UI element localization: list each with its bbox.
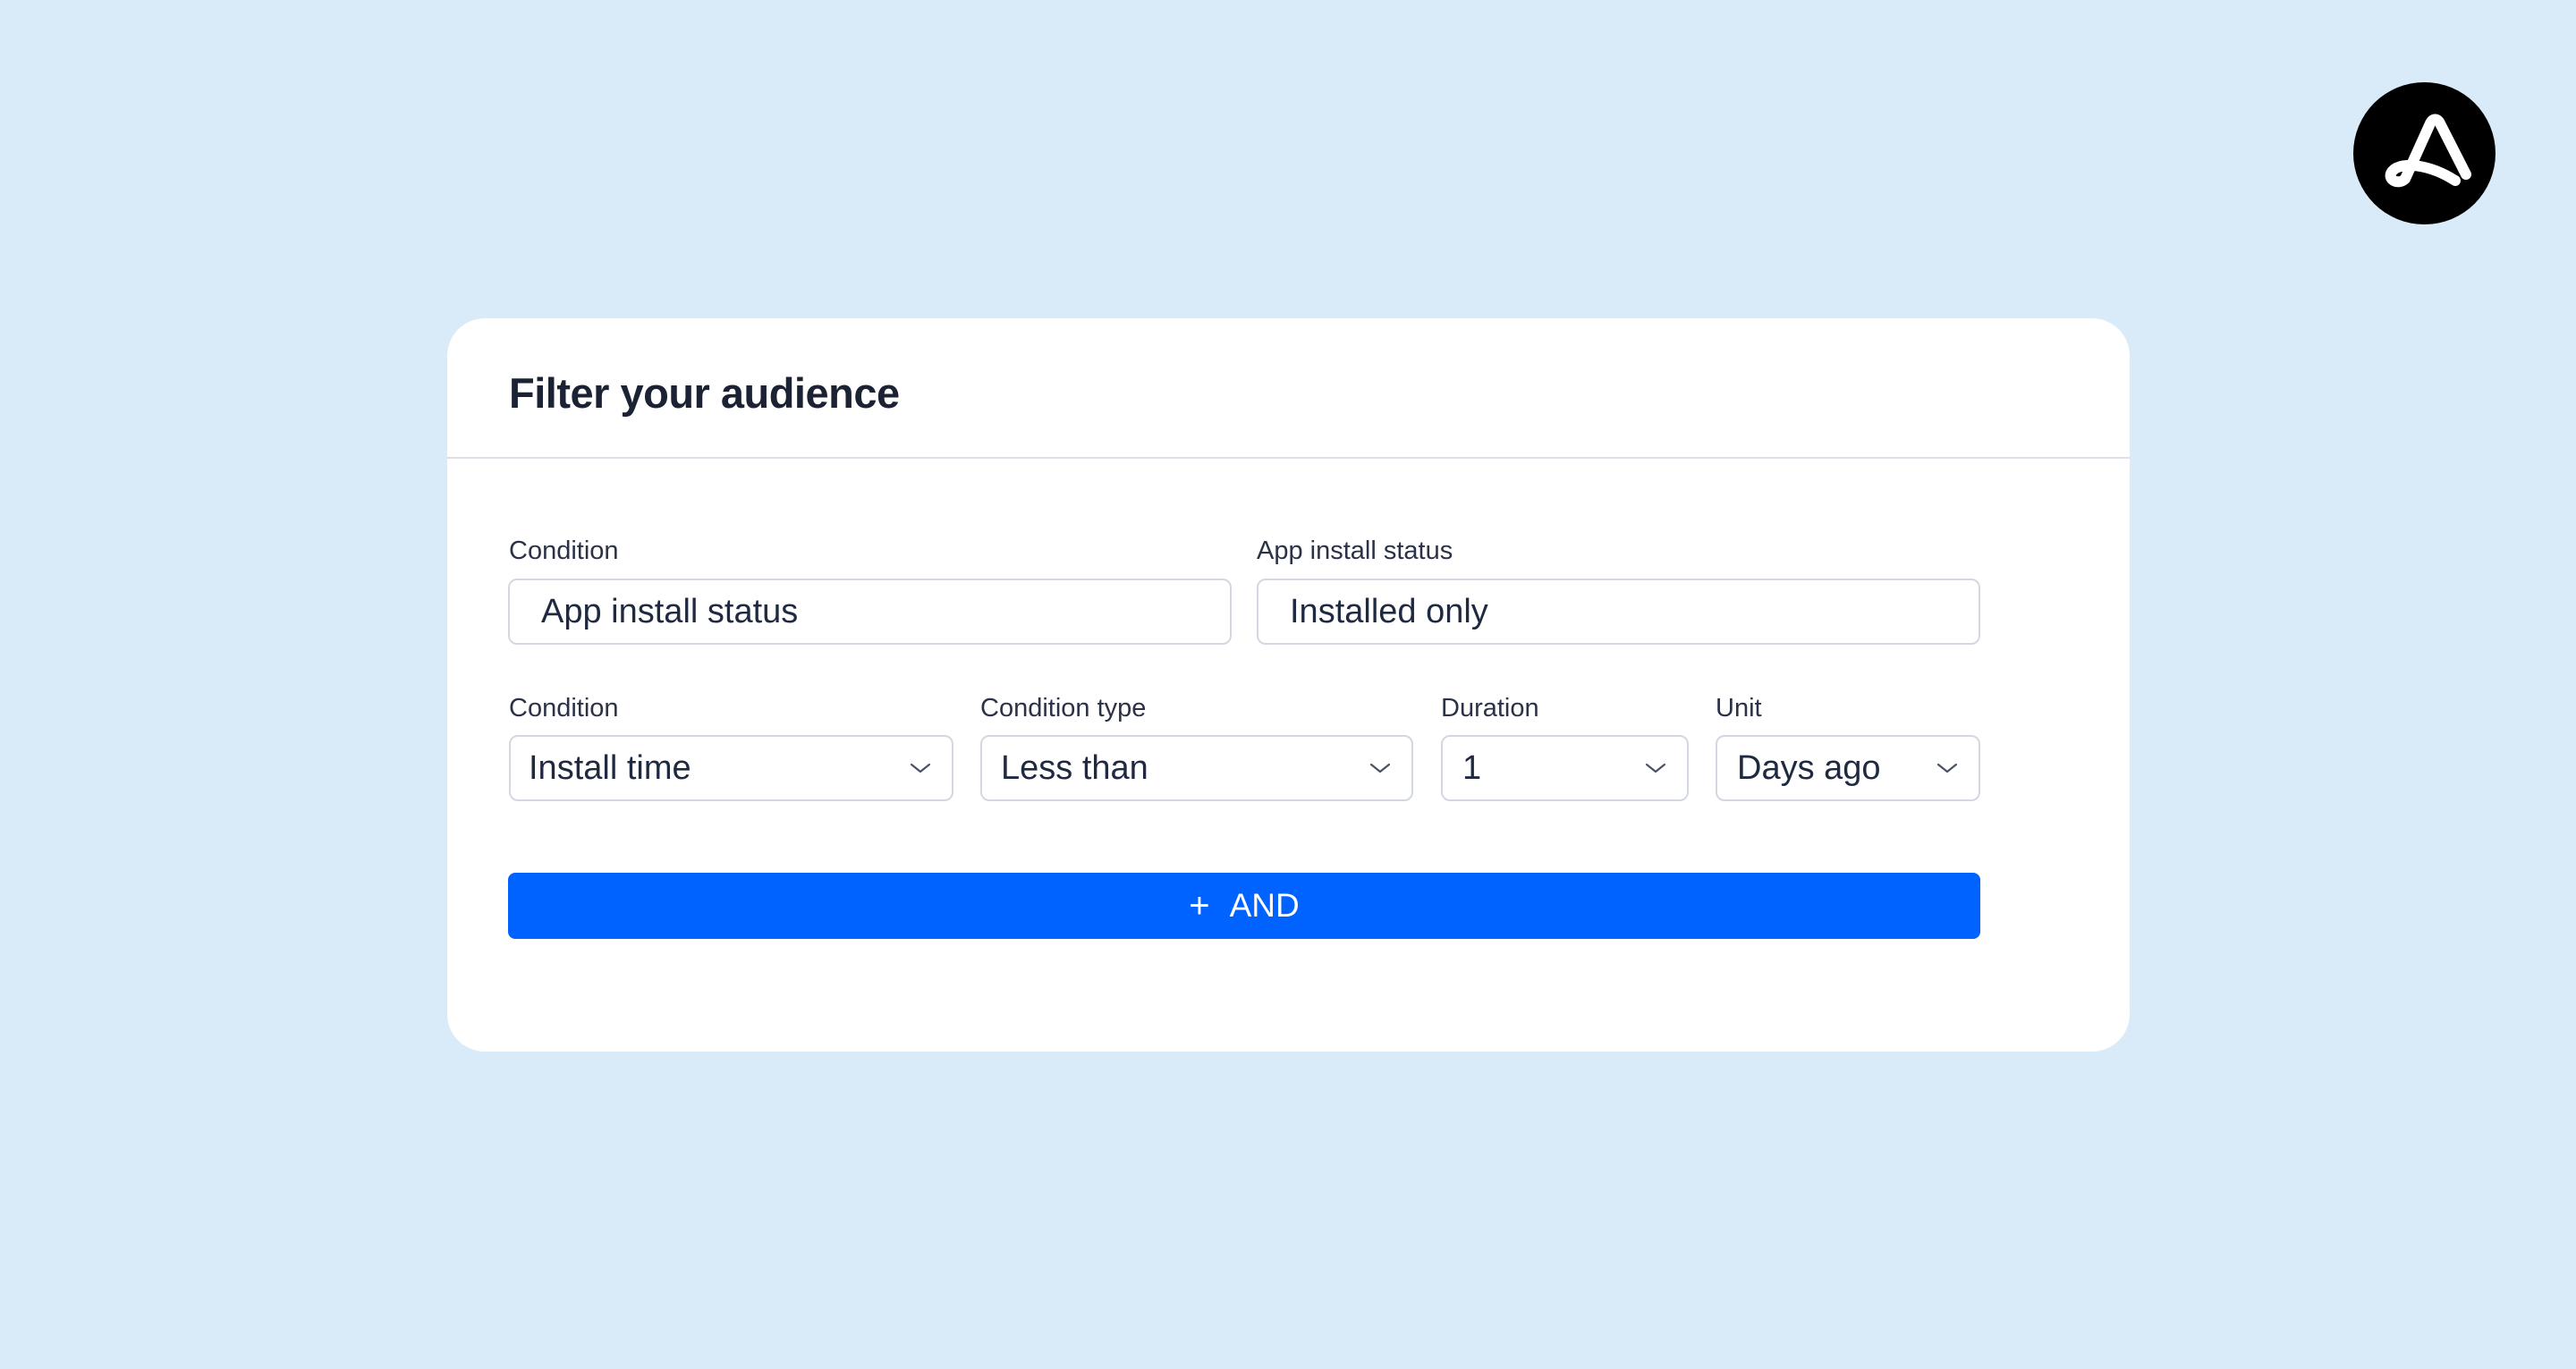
duration-label: Duration bbox=[1441, 694, 1539, 723]
condition-type-select[interactable]: Less than bbox=[980, 735, 1413, 801]
unit-select[interactable]: Days ago bbox=[1716, 735, 1980, 801]
chevron-down-icon bbox=[1645, 763, 1666, 773]
card-title: Filter your audience bbox=[509, 369, 900, 417]
unit-value: Days ago bbox=[1737, 748, 1881, 787]
chevron-down-icon bbox=[1936, 763, 1958, 773]
condition-select-value: Install time bbox=[529, 748, 691, 787]
condition-select[interactable]: Install time bbox=[509, 735, 953, 801]
brand-logo bbox=[2353, 82, 2496, 224]
unit-label: Unit bbox=[1716, 694, 1762, 723]
plus-icon: + bbox=[1189, 886, 1210, 925]
card-header: Filter your audience bbox=[447, 318, 2130, 459]
app-install-status-value: Installed only bbox=[1290, 592, 1488, 630]
condition-value: App install status bbox=[541, 592, 799, 630]
duration-select[interactable]: 1 bbox=[1441, 735, 1689, 801]
condition-field[interactable]: App install status bbox=[508, 579, 1232, 645]
and-button-label: AND bbox=[1229, 887, 1300, 924]
condition-select-label: Condition bbox=[509, 694, 619, 723]
app-install-status-field[interactable]: Installed only bbox=[1257, 579, 1980, 645]
duration-value: 1 bbox=[1462, 748, 1482, 787]
condition-type-label: Condition type bbox=[980, 694, 1147, 723]
filter-card: Filter your audience Condition App insta… bbox=[447, 318, 2130, 1052]
condition-label: Condition bbox=[509, 537, 619, 565]
chevron-down-icon bbox=[1369, 763, 1391, 773]
a-logo-icon bbox=[2385, 114, 2471, 188]
app-install-status-label: App install status bbox=[1257, 537, 1453, 565]
chevron-down-icon bbox=[910, 763, 931, 773]
condition-type-value: Less than bbox=[1001, 748, 1148, 787]
add-and-condition-button[interactable]: + AND bbox=[508, 873, 1980, 939]
